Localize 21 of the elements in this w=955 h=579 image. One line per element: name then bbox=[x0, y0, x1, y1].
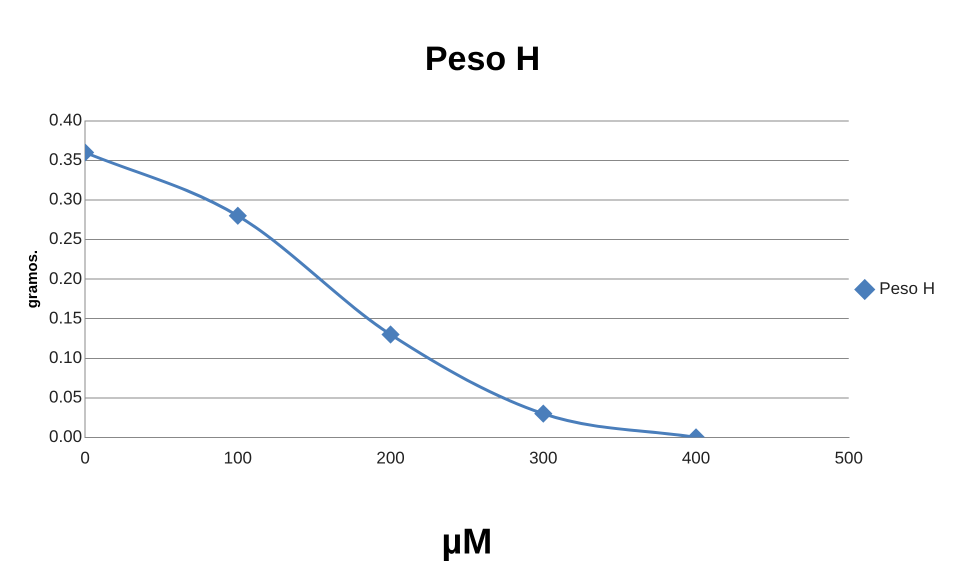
y-tick-label: 0.00 bbox=[48, 427, 82, 446]
x-tick-label: 100 bbox=[224, 448, 252, 468]
chart-title: Peso H bbox=[424, 40, 540, 78]
point bbox=[534, 405, 552, 422]
y-tick-label: 0.10 bbox=[48, 348, 82, 367]
point bbox=[382, 326, 400, 344]
y-axis-title: gramos. bbox=[24, 250, 42, 308]
x-tick-label: 500 bbox=[834, 448, 863, 468]
x-tick-label: 400 bbox=[682, 448, 710, 468]
y-tick-label: 0.35 bbox=[48, 150, 82, 170]
y-tick-label: 0.25 bbox=[48, 229, 82, 248]
y-tick-label: 0.05 bbox=[48, 388, 82, 407]
y-tick-label: 0.15 bbox=[48, 308, 82, 328]
legend-label: Peso H bbox=[879, 279, 935, 298]
x-tick-label: 300 bbox=[529, 448, 558, 468]
y-tick-label: 0.40 bbox=[48, 110, 82, 130]
y-tick-label: 0.20 bbox=[48, 268, 82, 288]
x-tick-label: 200 bbox=[376, 448, 405, 468]
x-axis-title: µM bbox=[442, 520, 492, 562]
x-tick-label: 0 bbox=[80, 448, 90, 468]
y-tick-label: 0.30 bbox=[48, 190, 82, 209]
